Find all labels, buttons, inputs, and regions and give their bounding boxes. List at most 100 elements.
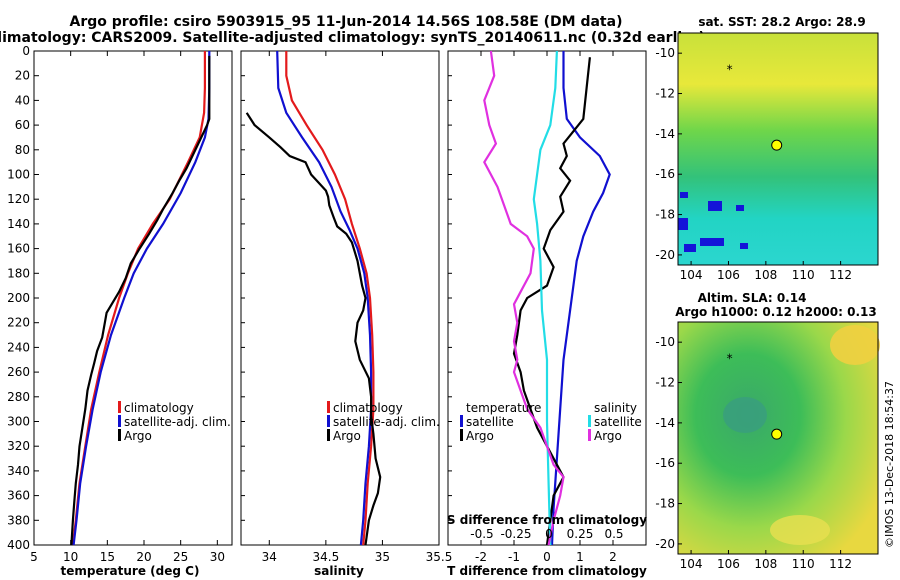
sla-map-subtitle: Argo h1000: 0.12 h2000: 0.13 bbox=[675, 305, 876, 319]
sla-map-frame bbox=[677, 321, 879, 555]
difference-plot-frame bbox=[447, 50, 647, 546]
temperature-legend: climatology satellite-adj. clim. Argo bbox=[118, 401, 231, 443]
y-tick-label: 360 bbox=[7, 489, 30, 503]
land-pixel bbox=[740, 243, 748, 249]
land-pixel bbox=[700, 238, 724, 246]
legend-swatch-climatology-s bbox=[327, 401, 330, 413]
map-y-tick-label: -14 bbox=[655, 416, 675, 430]
temperature-series bbox=[70, 51, 211, 546]
sst-land-mask bbox=[678, 192, 748, 252]
y-tick-label: 260 bbox=[7, 365, 30, 379]
map-x-tick-label: 108 bbox=[754, 557, 777, 571]
x-tick-label: 15 bbox=[100, 550, 115, 564]
x-tick-label: 34 bbox=[262, 550, 277, 564]
map-y-tick-label: -20 bbox=[655, 537, 675, 551]
map-x-tick-label: 104 bbox=[680, 557, 703, 571]
y-tick-label: 20 bbox=[15, 69, 30, 83]
series-t-satellite bbox=[550, 51, 611, 546]
x-tick-label: -2 bbox=[475, 550, 487, 564]
land-pixel bbox=[680, 192, 688, 198]
map-x-tick-label: 106 bbox=[717, 557, 740, 571]
x-tick-label: 25 bbox=[173, 550, 188, 564]
y-tick-label: 80 bbox=[15, 143, 30, 157]
legend-argo-s: Argo bbox=[333, 429, 361, 443]
sla-map-axes: 104 106 108 110 112 -10 -12 -14 -16 -18 -20 bbox=[655, 335, 852, 571]
sla-high-patch bbox=[770, 515, 830, 545]
legend-t-argo: Argo bbox=[466, 429, 494, 443]
map-x-tick-label: 104 bbox=[680, 268, 703, 282]
y-tick-label: 300 bbox=[7, 415, 30, 429]
legend-swatch-argo bbox=[118, 429, 121, 441]
difference-panel: -2 -1 0 1 2 T difference from climatology S … bbox=[447, 50, 647, 578]
s-tick-3: 0 bbox=[545, 527, 553, 541]
sla-map-title: Altim. SLA: 0.14 bbox=[698, 291, 807, 305]
float-position-marker bbox=[771, 428, 783, 440]
y-tick-label: 320 bbox=[7, 439, 30, 453]
x-tick-label: 0 bbox=[543, 550, 551, 564]
salinity-panel: 34 34.5 35 35.5 salinity climatology satell… bbox=[240, 50, 453, 578]
series-s-satellite bbox=[532, 50, 558, 546]
map-y-tick-label: -18 bbox=[655, 497, 675, 511]
series-t-argo bbox=[512, 57, 591, 546]
legend-swatch-argo-s bbox=[327, 429, 330, 441]
land-pixel bbox=[708, 201, 722, 211]
legend-argo: Argo bbox=[124, 429, 152, 443]
map-y-tick-label: -16 bbox=[655, 167, 675, 181]
sst-map-frame bbox=[677, 32, 879, 266]
x-tick-label: -1 bbox=[508, 550, 520, 564]
legend-swatch-t-satellite bbox=[460, 415, 463, 427]
sla-map: Altim. SLA: 0.14 Argo h1000: 0.12 h2000:… bbox=[655, 291, 880, 571]
legend-temperature-title: temperature bbox=[466, 401, 541, 415]
series-argo bbox=[70, 55, 211, 546]
salinity-plot-frame bbox=[240, 50, 440, 546]
sla-high-patch bbox=[830, 325, 880, 365]
sla-low-patch bbox=[723, 397, 767, 433]
x-tick-label: 1 bbox=[576, 550, 584, 564]
s-tick-2: -0.25 bbox=[500, 527, 531, 541]
legend-climatology: climatology bbox=[124, 401, 194, 415]
map-y-tick-label: -10 bbox=[655, 335, 675, 349]
series-satellite-adj-clim- bbox=[72, 51, 211, 546]
x-tick-label: 2 bbox=[609, 550, 617, 564]
x-tick-label: 20 bbox=[136, 550, 151, 564]
s-tick-1: -0.5 bbox=[470, 527, 493, 541]
s-difference-ticks: -0.5 -0.25 0 0.25 0.5 bbox=[470, 527, 623, 541]
legend-salinity-title: salinity bbox=[594, 401, 637, 415]
x-tick-label: 35.5 bbox=[426, 550, 453, 564]
y-tick-label: 240 bbox=[7, 340, 30, 354]
legend-swatch-s-satellite bbox=[588, 415, 591, 427]
map-y-tick-label: -20 bbox=[655, 248, 675, 262]
s-tick-5: 0.5 bbox=[604, 527, 623, 541]
salinity-series bbox=[245, 50, 382, 546]
temperature-xlabel: temperature (deg C) bbox=[61, 564, 200, 578]
series-s-argo bbox=[483, 50, 565, 546]
legend-swatch-satellite bbox=[118, 415, 121, 427]
imos-credit: ©IMOS 13-Dec-2018 18:54:37 bbox=[883, 381, 896, 548]
map-x-tick-label: 110 bbox=[792, 268, 815, 282]
y-tick-label: 160 bbox=[7, 242, 30, 256]
legend-climatology-s: climatology bbox=[333, 401, 403, 415]
x-tick-label: 10 bbox=[63, 550, 78, 564]
y-tick-label: 140 bbox=[7, 217, 30, 231]
legend-swatch-climatology bbox=[118, 401, 121, 413]
y-tick-label: 40 bbox=[15, 93, 30, 107]
map-x-tick-label: 112 bbox=[829, 557, 852, 571]
x-tick-label: 34.5 bbox=[312, 550, 339, 564]
x-tick-label: 30 bbox=[210, 550, 225, 564]
legend-s-argo: Argo bbox=[594, 429, 622, 443]
salinity-axis: 34 34.5 35 35.5 bbox=[241, 50, 453, 564]
temperature-panel: 0 20 40 60 80 100 120 140 160 180 200 220 240 260 280 3… bbox=[7, 44, 233, 578]
y-tick-label: 280 bbox=[7, 390, 30, 404]
legend-satellite-adj: satellite-adj. clim. bbox=[124, 415, 231, 429]
y-tick-label: 400 bbox=[7, 538, 30, 552]
y-tick-label: 340 bbox=[7, 464, 30, 478]
difference-xlabel: T difference from climatology bbox=[447, 564, 647, 578]
map-x-tick-label: 106 bbox=[717, 268, 740, 282]
difference-series bbox=[483, 50, 611, 546]
map-x-tick-label: 112 bbox=[829, 268, 852, 282]
temperature-axis: 5 10 15 20 25 30 bbox=[30, 51, 225, 564]
salinity-xlabel: salinity bbox=[314, 564, 364, 578]
salinity-legend: climatology satellite-adj. clim. Argo bbox=[327, 401, 440, 443]
y-tick-label: 0 bbox=[22, 44, 30, 58]
